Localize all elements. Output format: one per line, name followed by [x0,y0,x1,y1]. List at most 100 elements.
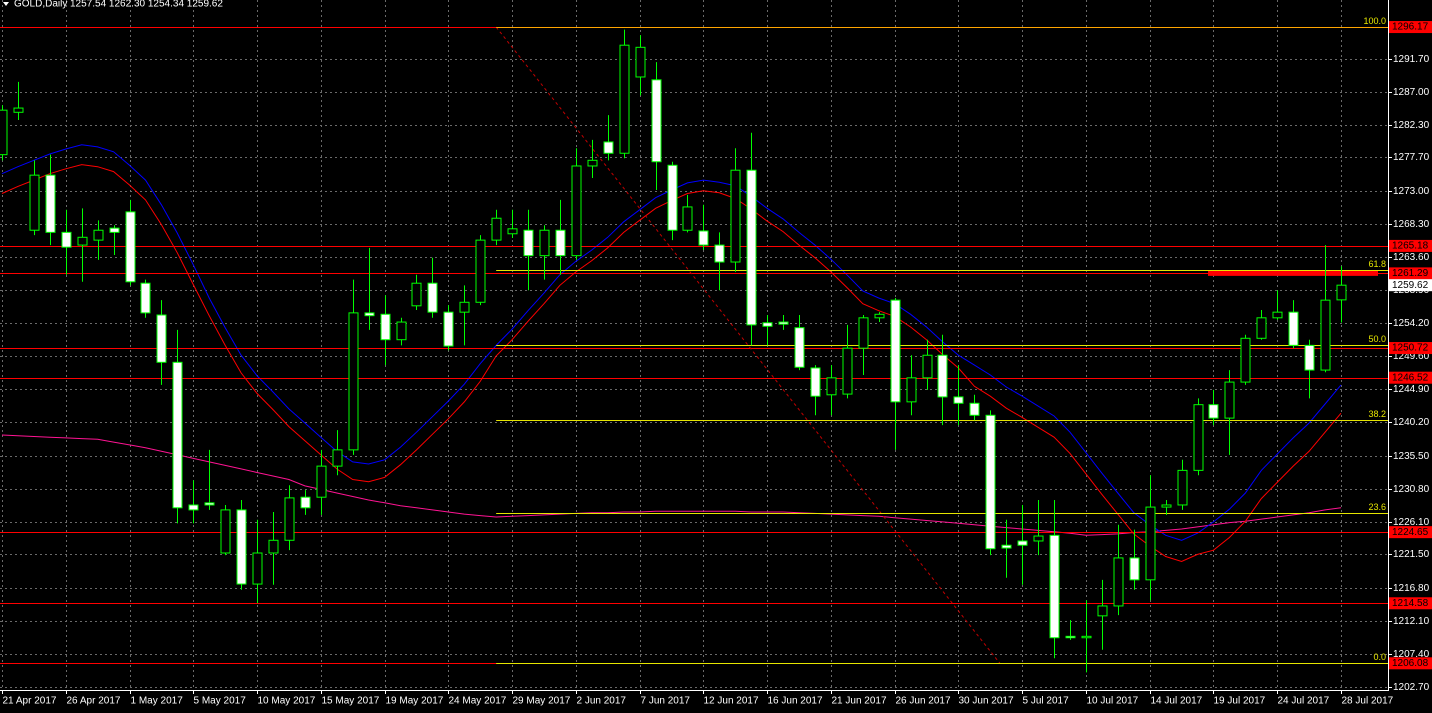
candle-body [794,327,805,368]
candle-body [1208,404,1219,419]
candle-body [969,402,980,416]
x-tick-label: 28 Jul 2017 [1342,696,1394,707]
candle-body [156,314,167,363]
y-tick-label: 1216.80 [1393,583,1430,594]
x-tick-label: 12 Jun 2017 [704,696,759,707]
price-level-box [1389,239,1432,252]
candle-body [746,169,757,326]
candle-body [698,230,709,246]
candle-body [61,231,72,248]
y-tick-label: 1212.10 [1393,616,1430,627]
y-tick-label: 1202.70 [1393,682,1430,693]
price-level-label: 1250.72 [1392,343,1429,354]
candle-body [491,217,502,241]
candle-body [1193,404,1204,471]
price-level-label: 1296.17 [1392,22,1429,33]
price-level-label: 1214.58 [1392,598,1429,609]
x-tick-label: 10 Jul 2017 [1087,696,1139,707]
x-tick-label: 24 May 2017 [449,696,507,707]
candle-body [730,169,741,263]
x-tick-label: 19 May 2017 [386,696,444,707]
candle-body [77,236,88,246]
candle-body [13,107,24,113]
moving-average-line [1,434,1342,536]
candle-body [682,206,693,231]
price-level-box [1389,21,1432,34]
candle-body [1049,534,1060,639]
price-level-label: 1224.65 [1392,527,1429,538]
fib-level-label: 0.0 [1373,652,1386,662]
x-tick-label: 2 Jun 2017 [577,696,627,707]
candle-body [842,347,853,395]
x-tick-label: 5 Jul 2017 [1023,696,1070,707]
candle-body [268,539,279,554]
candle-body [459,301,470,313]
candle-body [1065,635,1076,639]
price-level-box [1389,342,1432,355]
y-tick-label: 1254.20 [1393,318,1430,329]
candle-body [284,497,295,541]
x-tick-label: 19 Jul 2017 [1214,696,1266,707]
candle-body [826,377,837,396]
candle-body [109,227,120,233]
symbol-label: GOLD,Daily [14,0,67,10]
candle-body [1161,504,1172,508]
x-tick-label: 30 Jun 2017 [959,696,1014,707]
candle-body [667,164,678,231]
candle-body [603,141,614,154]
candle-body [1177,469,1188,506]
current-price-box [1389,279,1432,292]
y-tick-label: 1235.50 [1393,451,1430,462]
candle-body [523,229,534,257]
candle-body [1017,540,1028,546]
candle-body [380,313,391,341]
x-tick-label: 10 May 2017 [258,696,316,707]
candle-body [443,311,454,347]
price-level-label: 1265.18 [1392,241,1429,252]
candle-body [810,367,821,397]
price-level-box [1389,371,1432,384]
candle-body [1288,311,1299,346]
candle-body [890,299,901,403]
fib-level-label: 23.6 [1368,502,1386,512]
candle-body [1272,311,1283,319]
candle-body [762,322,773,327]
candle-body [348,312,359,451]
candle-body [172,361,183,509]
fib-level-label: 50.0 [1368,334,1386,344]
candle-body [539,229,550,257]
price-level-box [1389,526,1432,539]
candle-body [1304,344,1315,371]
candle-body [1256,317,1267,339]
candle-body [778,321,789,325]
candle-body [555,229,566,257]
candle-body [937,354,948,398]
menu-triangle[interactable] [3,2,9,6]
x-tick-label: 7 Jun 2017 [641,696,691,707]
fib-level-label: 100.0 [1363,16,1386,26]
y-tick-label: 1207.40 [1393,649,1430,660]
candle-body [1097,605,1108,617]
candle-body [953,396,964,404]
candle-body [651,79,662,163]
y-tick-label: 1291.70 [1393,54,1430,65]
candle-body [93,229,104,241]
x-tick-label: 24 Jul 2017 [1278,696,1330,707]
candle-body [571,165,582,257]
candle-body [29,174,40,231]
x-tick-label: 14 Jul 2017 [1151,696,1203,707]
candle-body [922,354,933,379]
candle-body [236,509,247,585]
candle-body [1113,557,1124,607]
y-tick-label: 1249.60 [1393,351,1430,362]
x-tick-label: 26 Apr 2017 [67,696,121,707]
candle-body [1240,337,1251,383]
candle-body [45,174,56,233]
y-tick-label: 1226.10 [1393,517,1430,528]
candle-body [411,282,422,307]
candle-body [587,159,598,167]
y-tick-label: 1268.30 [1393,219,1430,230]
ohlc-label: 1257.54 1262.30 1254.34 1259.62 [70,0,223,10]
candle-body [316,465,327,498]
